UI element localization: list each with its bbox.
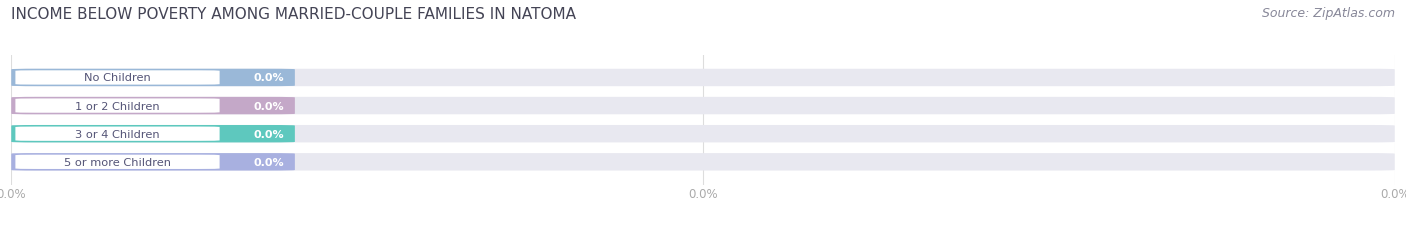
FancyBboxPatch shape	[11, 125, 1395, 143]
FancyBboxPatch shape	[15, 127, 219, 141]
FancyBboxPatch shape	[11, 97, 295, 115]
FancyBboxPatch shape	[15, 155, 219, 169]
FancyBboxPatch shape	[11, 70, 1395, 87]
FancyBboxPatch shape	[11, 125, 295, 143]
Text: 5 or more Children: 5 or more Children	[65, 157, 172, 167]
Text: Source: ZipAtlas.com: Source: ZipAtlas.com	[1261, 7, 1395, 20]
Text: INCOME BELOW POVERTY AMONG MARRIED-COUPLE FAMILIES IN NATOMA: INCOME BELOW POVERTY AMONG MARRIED-COUPL…	[11, 7, 576, 22]
FancyBboxPatch shape	[15, 71, 219, 85]
FancyBboxPatch shape	[11, 153, 295, 171]
FancyBboxPatch shape	[11, 97, 1395, 115]
Text: 3 or 4 Children: 3 or 4 Children	[75, 129, 160, 139]
FancyBboxPatch shape	[15, 99, 219, 113]
Text: 1 or 2 Children: 1 or 2 Children	[75, 101, 160, 111]
FancyBboxPatch shape	[11, 153, 1395, 171]
Text: No Children: No Children	[84, 73, 150, 83]
Text: 0.0%: 0.0%	[253, 101, 284, 111]
Text: 0.0%: 0.0%	[253, 129, 284, 139]
Text: 0.0%: 0.0%	[253, 157, 284, 167]
Text: 0.0%: 0.0%	[253, 73, 284, 83]
FancyBboxPatch shape	[11, 70, 295, 87]
